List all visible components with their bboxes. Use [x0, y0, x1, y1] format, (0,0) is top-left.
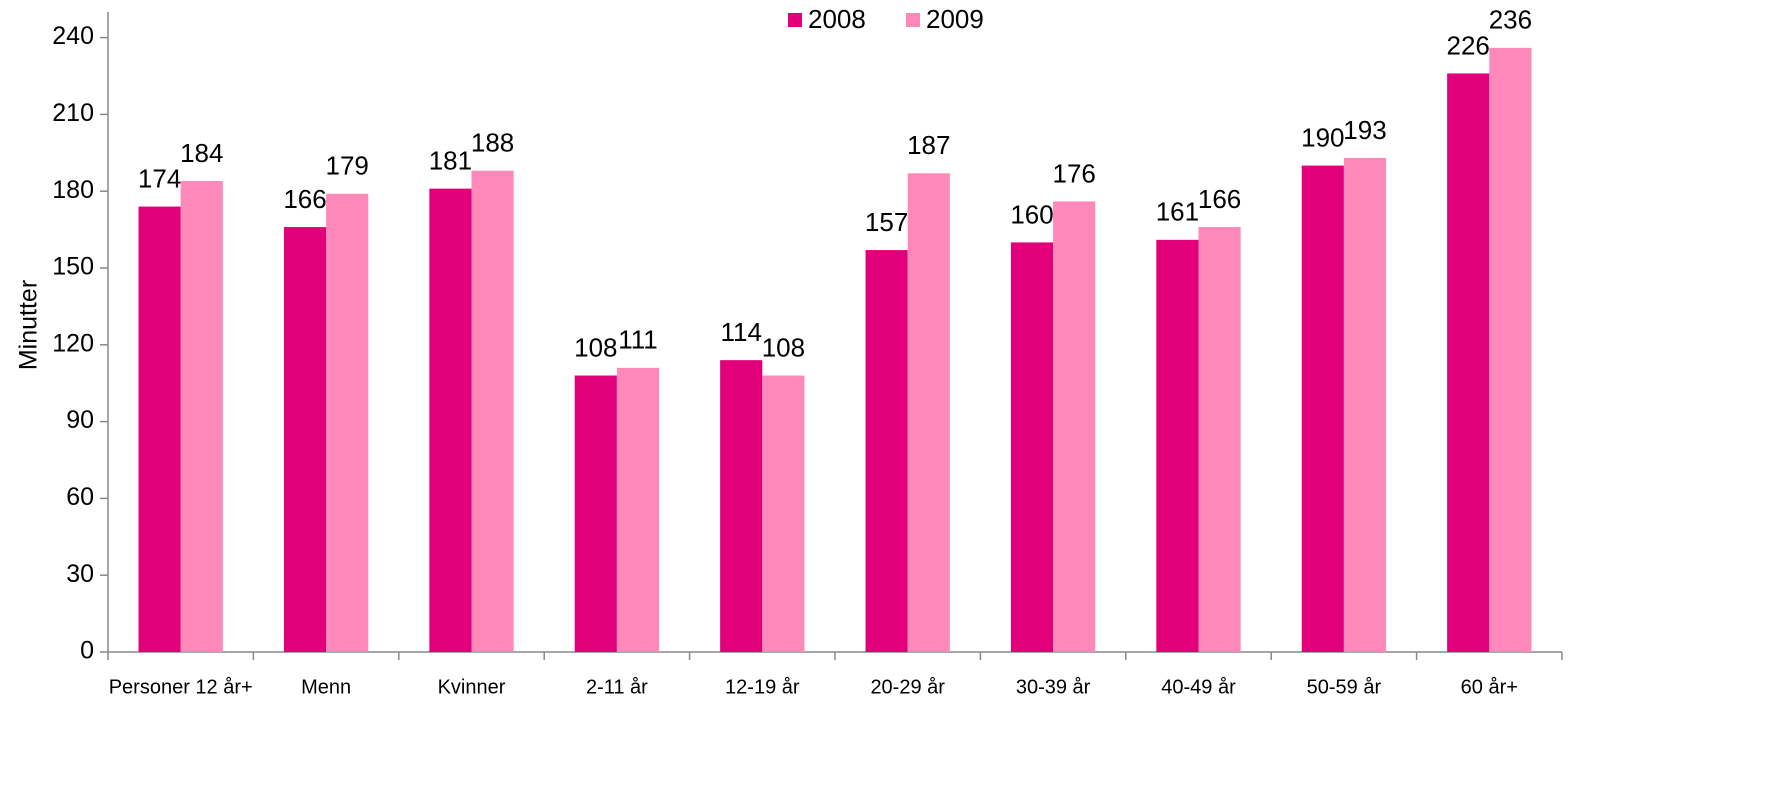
y-tick-label: 120 — [52, 329, 94, 357]
value-label: 166 — [1198, 184, 1241, 214]
bar — [1198, 227, 1241, 653]
y-tick-label: 180 — [52, 176, 94, 204]
bar — [326, 193, 369, 652]
value-label: 108 — [574, 332, 617, 362]
bar — [907, 173, 950, 652]
bar — [138, 206, 181, 652]
value-label: 176 — [1052, 158, 1095, 188]
y-tick-label: 150 — [52, 253, 94, 281]
bar — [1489, 47, 1532, 652]
x-tick-label: 50-59 år — [1307, 676, 1382, 698]
y-tick-label: 60 — [66, 483, 94, 511]
bar — [762, 375, 805, 652]
value-label: 190 — [1301, 122, 1344, 152]
bar — [616, 367, 660, 652]
bar — [865, 250, 908, 652]
value-label: 188 — [471, 128, 514, 158]
x-tick-label: 40-49 år — [1161, 676, 1236, 698]
value-label: 226 — [1447, 30, 1490, 60]
bar — [283, 227, 327, 653]
y-tick-label: 210 — [52, 99, 94, 127]
value-label: 179 — [325, 151, 368, 181]
y-tick-label: 0 — [80, 637, 94, 665]
value-label: 160 — [1010, 199, 1053, 229]
bar — [1010, 242, 1054, 652]
bar — [180, 180, 223, 652]
bar — [1301, 165, 1344, 652]
value-label: 236 — [1489, 5, 1532, 35]
x-tick-label: Personer 12 år+ — [109, 676, 253, 698]
bar — [1447, 73, 1490, 652]
bar — [429, 188, 472, 652]
x-tick-label: Menn — [301, 676, 351, 698]
y-tick-label: 240 — [52, 22, 94, 50]
value-label: 166 — [283, 184, 326, 214]
bar — [1156, 239, 1199, 652]
value-label: 157 — [865, 207, 908, 237]
bar — [574, 375, 617, 652]
y-tick-label: 30 — [66, 560, 94, 588]
value-label: 111 — [618, 325, 658, 355]
value-label: 187 — [907, 130, 950, 160]
x-tick-label: 2-11 år — [586, 676, 648, 698]
bar — [471, 170, 514, 652]
value-label: 174 — [138, 163, 181, 193]
bar — [720, 360, 763, 652]
legend-swatch — [906, 13, 920, 27]
legend-label: 2008 — [808, 4, 866, 34]
y-tick-label: 90 — [66, 406, 94, 434]
x-tick-label: 12-19 år — [725, 676, 800, 698]
value-label: 181 — [429, 146, 472, 176]
x-tick-label: 30-39 år — [1016, 676, 1091, 698]
x-tick-label: 20-29 år — [870, 676, 945, 698]
x-tick-label: 60 år+ — [1461, 676, 1518, 698]
value-label: 114 — [720, 317, 761, 347]
value-label: 193 — [1343, 115, 1386, 145]
value-label: 108 — [762, 332, 805, 362]
bar — [1053, 201, 1096, 652]
y-axis-label: Minutter — [15, 280, 43, 370]
legend-swatch — [788, 13, 802, 27]
legend-label: 2009 — [926, 4, 984, 34]
x-tick-label: Kvinner — [438, 676, 506, 698]
value-label: 184 — [180, 138, 223, 168]
value-label: 161 — [1156, 197, 1199, 227]
bar — [1343, 157, 1387, 653]
